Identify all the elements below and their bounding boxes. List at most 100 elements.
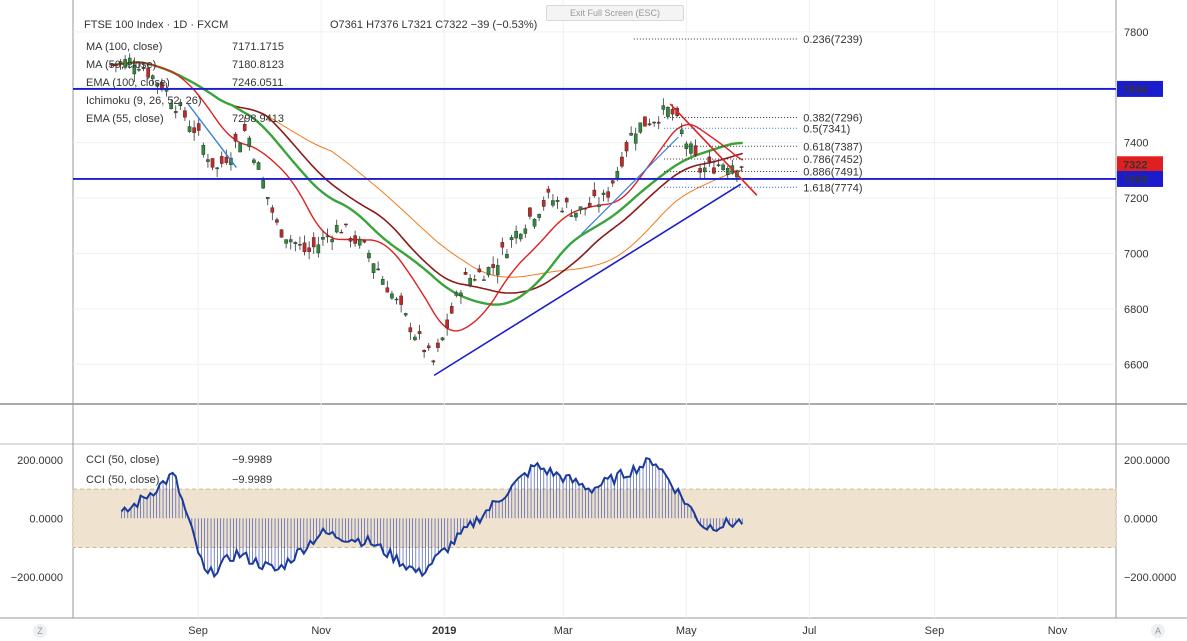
price-tick-label: 6800 [1124,304,1148,316]
candle-body [155,83,160,87]
candle-body [587,202,592,208]
z-button[interactable]: Z [33,624,47,638]
candle-body [546,188,551,193]
candle-body [196,123,201,131]
cci-tick-label-right: 200.0000 [1124,455,1170,467]
candle-body [275,219,279,223]
candle-body [610,180,615,184]
candle-body [624,142,629,152]
candle-body [647,123,652,126]
candle-body [532,219,537,227]
cci-indicator-value: −9.9989 [232,474,272,486]
candle-body [666,107,670,117]
time-tick-label: Sep [925,625,945,637]
candle-body [491,264,495,268]
candle-body [233,133,238,142]
ema55-line [111,61,744,332]
time-tick-label: 2019 [432,625,456,637]
candle-body [183,110,187,118]
candle-body [380,278,385,285]
candle-body [371,263,376,273]
candle-body [739,166,744,168]
candle-body [321,237,325,240]
candle-body [454,292,459,296]
candle-body [597,204,601,208]
candle-body [721,164,725,170]
candle-body [334,225,339,233]
legend: FTSE 100 Index · 1D · FXCM O7361 H7376 L7… [84,19,537,486]
candle-body [187,126,192,132]
candle-body [344,223,348,226]
candle-body [652,121,656,124]
candle-body [362,240,367,243]
channel-line [580,136,679,235]
candle-body [495,265,500,276]
candle-body [541,200,546,207]
time-tick-label: Nov [1048,625,1068,637]
candle-body [399,295,403,305]
candle-body [528,207,532,217]
candle-body [440,337,445,341]
candle-body [169,103,173,109]
candle-body [150,75,155,80]
candle-body [468,278,472,286]
candle-body [210,158,215,168]
candle-body [353,235,357,244]
candle-body [298,244,302,246]
candle-body [477,268,482,273]
fib-level-label: 0.5(7341) [803,123,850,135]
exit-fullscreen-button[interactable]: Exit Full Screen (ESC) [546,5,684,21]
cci-band [72,488,1117,549]
indicator-value: 7171.1715 [232,41,284,53]
candle-body [252,159,256,163]
candle-body [514,230,518,239]
candle-body [224,156,229,163]
price-tick-label: 6600 [1124,359,1148,371]
candle-body [689,143,693,154]
candle-body [256,162,261,170]
candle-body [311,237,316,248]
candle-body [390,293,394,299]
cci-indicator-label: CCI (50, close) [86,454,159,466]
candle-body [509,237,514,241]
fib-level-label: 0.382(7296) [803,112,862,124]
candle-body [279,229,284,238]
indicator-value: 7246.0511 [232,77,283,89]
indicator-label: Ichimoku (9, 26, 52, 26) [86,95,202,107]
candle-body [606,191,610,198]
candle-body [551,200,555,206]
indicator-value: 7298.9413 [232,113,284,125]
candle-body [132,65,137,75]
ohlc-readout: O7361 H7376 L7321 C7322 −39 (−0.53%) [330,19,537,31]
candle-body [482,279,486,281]
candle-body [518,233,523,240]
candle-body [178,102,183,107]
auto-scale-button[interactable]: A [1151,624,1165,638]
resistance-trendline [669,103,758,196]
candle-body [555,200,560,202]
candle-body [367,252,371,259]
time-tick-label: May [676,625,697,637]
price-tick-label: 7000 [1124,248,1148,260]
candle-body [592,189,597,197]
candle-body [385,287,390,293]
candle-body [569,215,574,217]
indicator-value: 7180.8123 [232,59,284,71]
price-tick-label: 7400 [1124,138,1148,150]
indicator-label: MA (100, close) [86,41,162,53]
candle-body [638,122,643,133]
candle-body [615,171,620,180]
candle-body [564,198,569,203]
candle-body [137,68,141,71]
candle-body [426,345,431,349]
candle-body [201,145,206,155]
candle-body [316,244,321,254]
candle-body [629,133,633,136]
candle-body [293,242,298,245]
candle-body [578,206,583,211]
candle-body [173,110,178,114]
candle-body [679,129,684,135]
candle-body [505,254,509,259]
candle-body [643,116,647,127]
